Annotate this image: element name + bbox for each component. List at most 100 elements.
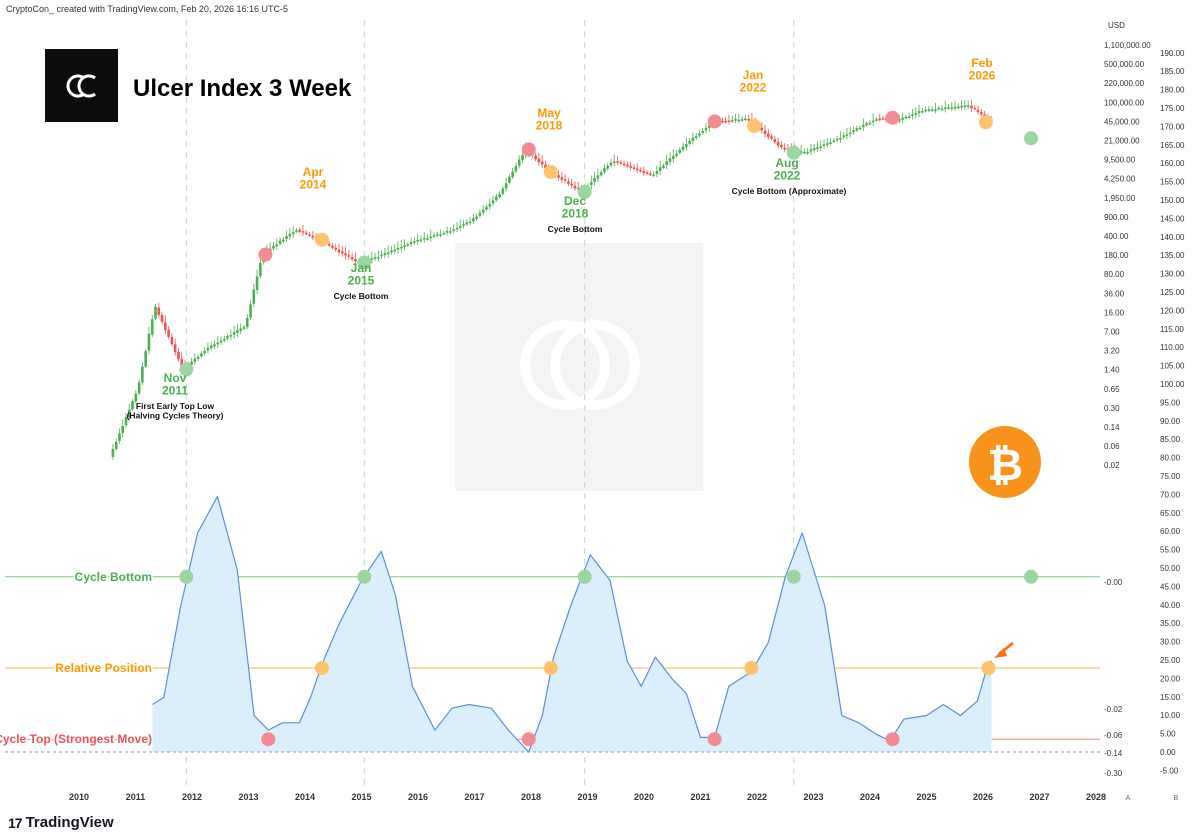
price-candle [537, 158, 541, 163]
price-cycle-marker [314, 232, 329, 247]
x-tick-label: 2022 [747, 792, 767, 802]
right-tick-label: 150.00 [1160, 196, 1185, 205]
right-tick-label: 120.00 [1160, 306, 1185, 315]
indicator-cycle-marker [357, 569, 372, 584]
price-candle [809, 149, 813, 152]
price-candle [422, 237, 426, 240]
price-candle [862, 124, 865, 128]
price-candle [852, 130, 855, 133]
annotation-date: Dec [564, 194, 586, 208]
right-tick-label: 20.00 [1160, 674, 1181, 683]
price-tick-label: 3.20 [1104, 347, 1120, 356]
right-tick-label: 190.00 [1160, 49, 1185, 58]
ulcer-index-series [5, 495, 1100, 753]
price-candle [737, 119, 741, 122]
price-candle [275, 244, 279, 247]
bitcoin-icon: ₿ [987, 441, 1023, 490]
price-candle [740, 119, 744, 121]
right-tick-label: 85.00 [1160, 435, 1181, 444]
price-candle [203, 351, 206, 354]
price-cycle-marker [577, 184, 592, 199]
price-candle [334, 247, 338, 250]
price-candle [825, 143, 829, 145]
price-candle [475, 216, 478, 219]
price-candle [534, 155, 537, 160]
price-candle [921, 111, 924, 113]
scale-b-label: B [1174, 795, 1179, 802]
price-candle [209, 345, 213, 349]
price-candle [963, 105, 967, 107]
price-candle [124, 417, 128, 426]
price-candle [649, 173, 652, 176]
price-candle [236, 330, 239, 333]
price-candle [934, 109, 937, 111]
price-candle [393, 249, 397, 252]
price-candle [842, 135, 845, 138]
price-candle [671, 155, 675, 159]
price-cycle-marker [707, 114, 722, 129]
price-candle [439, 234, 442, 236]
price-candle [819, 146, 823, 148]
price-candle [340, 251, 344, 254]
x-tick-label: 2011 [126, 792, 146, 802]
price-candle [606, 165, 610, 169]
annotation-date: 2015 [348, 274, 375, 288]
price-candle [904, 116, 908, 119]
price-cycle-marker [786, 145, 801, 160]
ulcer-index-area [152, 496, 992, 752]
indicator-cycle-marker [521, 732, 536, 747]
price-candle [245, 317, 249, 328]
price-candle [943, 107, 947, 109]
price-candle [540, 161, 544, 165]
price-candle [295, 230, 298, 232]
price-candle [216, 342, 220, 345]
right-tick-label: 10.00 [1160, 711, 1181, 720]
btc-price-candles [111, 99, 993, 460]
right-tick-label: 50.00 [1160, 564, 1181, 573]
price-candle [875, 119, 878, 121]
price-candle [511, 171, 514, 178]
tradingview-brand: 17 TradingView [8, 814, 114, 831]
price-candle [675, 153, 678, 156]
price-candle [337, 249, 341, 253]
chart-axes: 2010 2011 2012 2013 2014 2015 2016 2017 2018 2019… [69, 21, 1185, 802]
price-candle [193, 358, 197, 362]
price-candle [698, 133, 701, 136]
price-candle [878, 118, 882, 121]
price-candle [396, 247, 400, 250]
price-candle [311, 235, 315, 238]
right-tick-label: 80.00 [1160, 454, 1181, 463]
annotation-date: 2026 [969, 69, 996, 83]
price-candle [432, 235, 436, 237]
indicator-tick-label: -0.06 [1104, 731, 1123, 740]
price-candle [481, 209, 485, 213]
price-tick-label: 7.00 [1104, 328, 1120, 337]
price-candle [249, 304, 252, 318]
price-candle [950, 107, 954, 110]
cryptocon-logo [45, 49, 118, 122]
price-candle [180, 359, 184, 368]
price-candle [632, 167, 636, 169]
price-candle [560, 177, 564, 180]
price-candle [442, 233, 446, 235]
price-candle [917, 111, 921, 114]
price-candle [744, 118, 747, 121]
indicator-tick-label: -0.30 [1104, 769, 1123, 778]
price-tick-label: 0.14 [1104, 423, 1120, 432]
price-candle [462, 224, 465, 226]
price-candle [154, 306, 157, 319]
right-tick-label: 110.00 [1160, 343, 1184, 352]
x-tick-label: 2024 [860, 792, 880, 802]
price-candle [822, 144, 826, 146]
price-candle [445, 230, 449, 233]
price-candle [557, 175, 560, 178]
price-candle [734, 119, 737, 121]
price-candle [373, 257, 377, 259]
price-candle [213, 344, 216, 347]
price-candle [599, 172, 603, 176]
price-candle [177, 351, 180, 360]
price-candle [465, 222, 469, 225]
price-tick-label: 400.00 [1104, 232, 1129, 241]
price-candle [200, 353, 203, 357]
